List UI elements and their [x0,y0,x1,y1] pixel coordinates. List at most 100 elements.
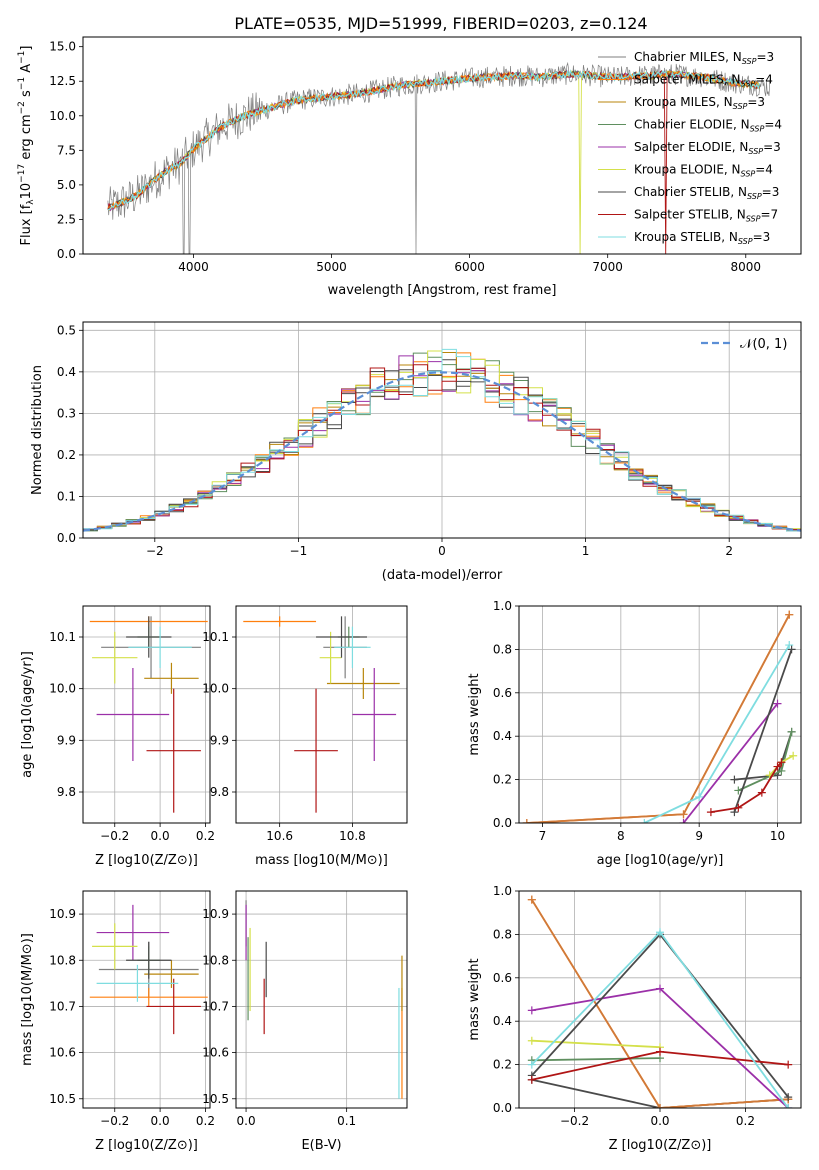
y-tick-label: 0.6 [493,686,512,700]
histogram-bars [83,348,801,533]
x-tick-label: −0.2 [100,829,129,843]
y-axis-label: Normed distribution [30,365,45,495]
x-axis-label: wavelength [Angstrom, rest frame] [328,283,557,298]
y-tick-label: 10.8 [49,953,76,967]
y-tick-label: 10.0 [202,682,229,696]
x-axis-label: mass [log10(M/M⊙)] [255,853,388,868]
axes-frame [82,36,802,255]
x-tick-label: 4000 [178,260,209,274]
weight-marker-3 [777,766,786,775]
x-tick-label: 5000 [316,260,347,274]
y-tick-label: 2.5 [57,212,76,226]
x-tick-label: 10 [770,829,785,843]
weight-line-8 [643,644,791,823]
figure-title: PLATE=0535, MJD=51999, FIBERID=0203, z=0… [234,14,647,33]
y-tick-label: 0.0 [493,816,512,830]
weight-marker-5 [789,751,798,760]
weight-marker-6 [787,645,796,654]
y-tick-label: 0.0 [57,531,76,545]
weight-marker-4 [527,1006,536,1015]
y-tick-label: 12.5 [49,74,76,88]
axes-frame [235,890,408,1109]
weight-line-0 [734,731,793,781]
y-tick-label: 1.0 [493,884,512,898]
x-tick-label: −2 [146,544,164,558]
x-axis-label: age [log10(age/yr)] [597,853,724,868]
weight-marker-3 [787,727,796,736]
x-tick-label: 0.1 [337,1114,356,1128]
axes-frame [82,605,211,824]
x-axis-label: Z [log10(Z/Z⊙)] [95,1138,198,1153]
y-tick-label: 9.9 [210,733,229,747]
legend-label: 𝒩(0, 1) [740,337,787,352]
legend-label: Chabrier MILES, NSSP=3 [634,50,774,66]
weight-marker-8 [785,641,794,650]
y-tick-label: 10.5 [49,1092,76,1106]
weight-line-2 [526,614,791,823]
chart-weight_vs_Z: −0.2 0.0 0.2 0.0 0.2 0.4 0.6 0.8 1.0 Z [log10(Z/Z… [467,884,802,1153]
y-tick-label: 7.5 [57,143,76,157]
x-tick-label: 7000 [592,260,623,274]
errorbars [243,616,400,813]
weight-marker-7 [734,803,743,812]
chart-spectrum: 4000 5000 6000 7000 8000 0.0 2.5 5.0 7.5 10.0 12.5… [17,36,802,298]
x-tick-label: −0.2 [560,1114,589,1128]
y-tick-label: 10.6 [49,1046,76,1060]
weight-marker-2 [527,895,536,904]
chart-mass_vs_Z: −0.2 0.0 0.2 10.5 10.6 10.7 10.8 10.9 Z [log10(Z… [20,890,215,1153]
x-tick-label: 7 [539,829,547,843]
normal-reference-line [83,371,801,532]
x-axis-label: Z [log10(Z/Z⊙)] [609,1138,712,1153]
weight-line-1 [526,614,791,823]
y-tick-label: 0.4 [493,1014,512,1028]
x-tick-label: 8 [617,829,625,843]
y-tick-label: 10.0 [49,109,76,123]
x-tick-label: 0.0 [151,829,170,843]
x-tick-label: 9 [695,829,703,843]
y-tick-label: 10.9 [202,907,229,921]
weight-marker-8 [656,928,664,937]
legend-label: Kroupa ELODIE, NSSP=4 [634,163,773,179]
weight-line-4 [682,703,779,823]
errorbars [89,904,208,1035]
y-tick-label: 10.9 [49,907,76,921]
x-tick-label: −1 [290,544,308,558]
weight-marker-8 [784,1104,793,1108]
y-axis-label: age [log10(age/yr)] [20,651,35,778]
y-axis-label: mass [log10(M/M⊙)] [20,933,35,1066]
weight-marker-7 [777,758,786,767]
weight-marker-2 [656,1104,664,1108]
y-tick-label: 5.0 [57,178,76,192]
y-tick-label: 0.4 [57,365,76,379]
chart-weight_vs_age: 7 8 9 10 0.0 0.2 0.4 0.6 0.8 1.0 age [log10(age/yr… [467,599,802,868]
x-tick-label: 0.0 [650,1114,669,1128]
weight-marker-2 [522,819,531,823]
weight-lines [522,610,798,823]
spectrum-lines [107,61,771,254]
y-tick-label: 0.4 [493,729,512,743]
legend-label: Salpeter STELIB, NSSP=7 [634,208,778,224]
y-tick-label: 10.1 [202,630,229,644]
weight-line-3 [531,1057,661,1062]
legend-label: Chabrier ELODIE, NSSP=4 [634,118,782,134]
weight-marker-5 [527,1036,536,1045]
weight-lines [527,895,793,1108]
spectrum-data-line [107,61,771,254]
y-tick-label: 10.7 [202,999,229,1013]
y-tick-label: 1.0 [493,599,512,613]
spectrum-legend: Chabrier MILES, NSSP=3 Salpeter MILES, NS… [598,50,782,246]
legend-label: Kroupa MILES, NSSP=3 [634,95,765,111]
y-tick-label: 0.3 [57,406,76,420]
y-tick-label: 0.0 [57,247,76,261]
y-axis-label: mass weight [467,958,482,1040]
y-tick-label: 0.6 [493,971,512,985]
y-tick-label: 0.2 [493,773,512,787]
y-tick-label: 0.5 [57,323,76,337]
x-tick-label: 6000 [454,260,485,274]
x-tick-label: 1 [582,544,590,558]
chart-age_vs_mass: 10.6 10.8 9.8 9.9 10.0 10.1 mass [log10(M/M⊙)] [202,605,408,868]
axes-frame [82,890,211,1109]
legend-label: Chabrier STELIB, NSSP=3 [634,185,779,201]
weight-marker-3 [734,786,743,795]
